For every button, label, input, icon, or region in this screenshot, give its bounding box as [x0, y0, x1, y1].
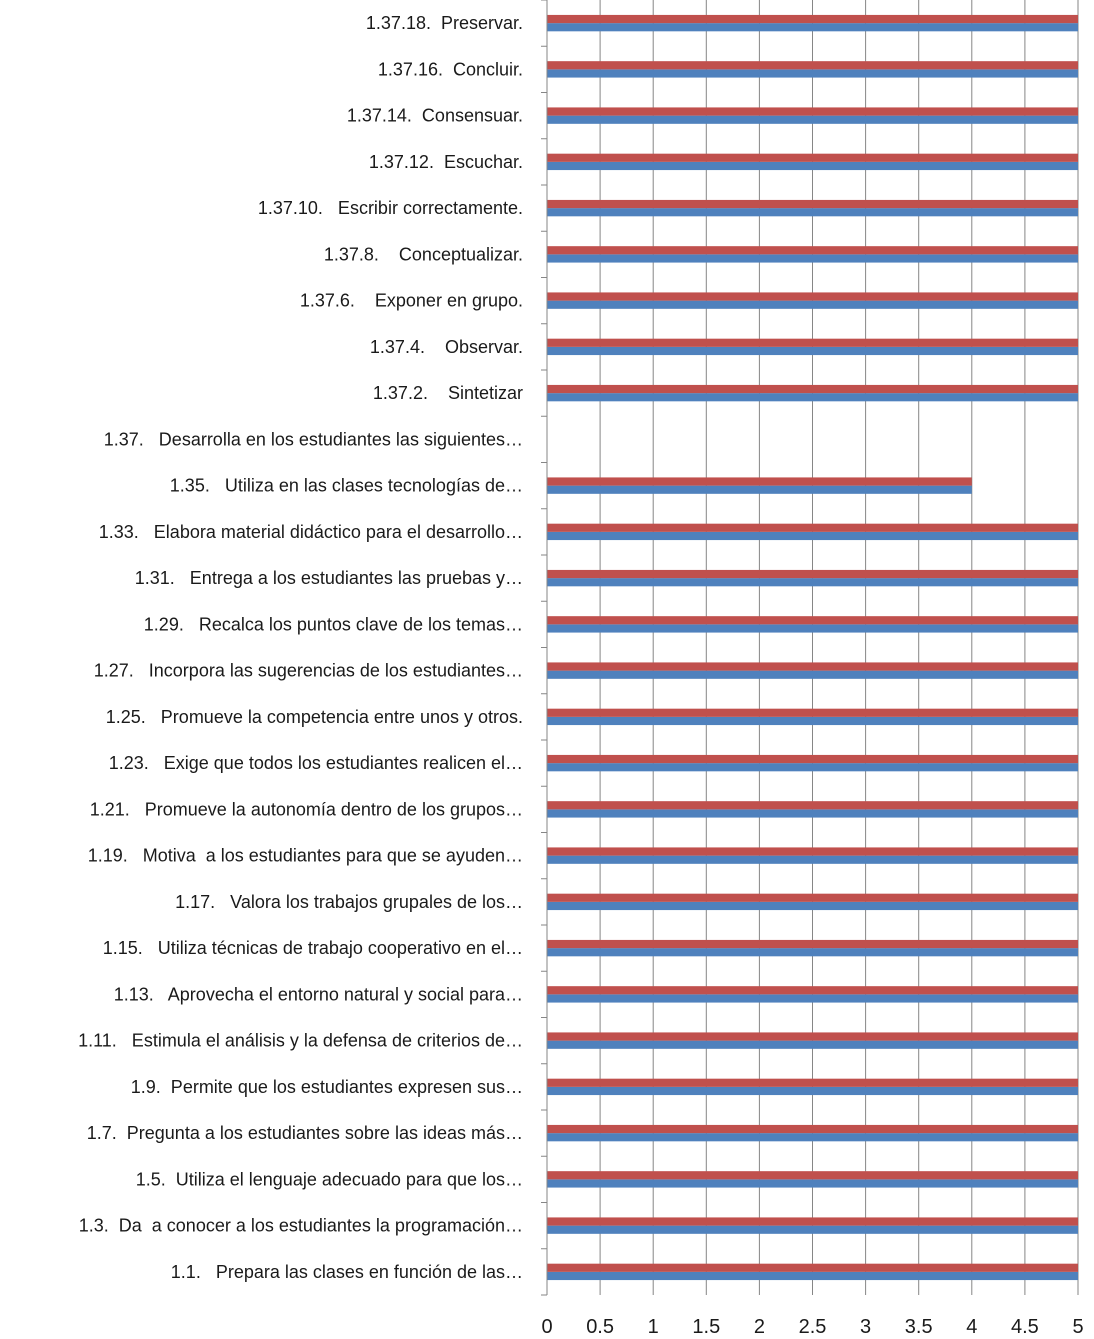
category-label: 1.3. Da a conocer a los estudiantes la p…	[79, 1216, 523, 1236]
category-label: 1.37.2. Sintetizar	[373, 383, 523, 403]
category-label: 1.29. Recalca los puntos clave de los te…	[144, 614, 523, 634]
bar-series-2	[547, 1263, 1078, 1272]
bar-series-2	[547, 708, 1078, 717]
x-tick-label: 3	[860, 1316, 871, 1338]
x-tick-label: 0	[541, 1316, 552, 1338]
category-label: 1.19. Motiva a los estudiantes para que …	[88, 846, 523, 866]
bar-series-1	[547, 69, 1078, 78]
bar-series-1	[547, 161, 1078, 171]
bar-series-2	[547, 523, 1078, 532]
category-labels: 1.1. Prepara las clases en función de la…	[78, 13, 523, 1282]
bar-series-2	[547, 153, 1078, 162]
x-tick-label: 2	[754, 1316, 765, 1338]
category-label: 1.5. Utiliza el lenguaje adecuado para q…	[136, 1169, 523, 1189]
category-label: 1.9. Permite que los estudiantes exprese…	[131, 1077, 523, 1097]
x-tick-label: 4	[966, 1316, 977, 1338]
x-tick-label: 1	[648, 1316, 659, 1338]
bar-series-1	[547, 208, 1078, 217]
bar-series-1	[547, 1271, 1078, 1281]
bar-series-1	[547, 485, 972, 494]
bar-series-2	[547, 338, 1078, 347]
category-label: 1.37.4. Observar.	[370, 337, 523, 357]
bars	[547, 14, 1078, 1281]
bar-series-2	[547, 384, 1078, 394]
bar-series-2	[547, 1124, 1078, 1134]
category-label: 1.37.14. Consensuar.	[347, 106, 523, 126]
category-label: 1.11. Estimula el análisis y la defensa …	[78, 1031, 523, 1051]
bar-series-1	[547, 716, 1078, 726]
bar-series-1	[547, 1225, 1078, 1234]
category-label: 1.37.10. Escribir correctamente.	[258, 198, 523, 218]
category-label: 1.23. Exige que todos los estudiantes re…	[109, 753, 523, 773]
bar-series-2	[547, 246, 1078, 255]
gridlines	[599, 0, 1079, 1295]
bar-series-1	[547, 254, 1078, 263]
bar-series-1	[547, 994, 1078, 1003]
bar-series-1	[547, 1086, 1078, 1096]
bar-series-2	[547, 754, 1078, 764]
bar-series-1	[547, 115, 1078, 124]
axes	[541, 0, 548, 1296]
bar-series-1	[547, 855, 1078, 864]
bar-series-2	[547, 61, 1078, 70]
bar-series-1	[547, 393, 1078, 402]
bar-series-2	[547, 107, 1078, 116]
x-tick-label: 0.5	[586, 1316, 614, 1338]
category-label: 1.31. Entrega a los estudiantes las prue…	[135, 568, 523, 588]
bar-series-2	[547, 616, 1078, 625]
category-label: 1.1. Prepara las clases en función de la…	[171, 1262, 523, 1282]
bar-series-2	[547, 662, 1078, 671]
bar-series-2	[547, 569, 1078, 579]
category-label: 1.37. Desarrolla en los estudiantes las …	[104, 429, 523, 449]
bar-series-2	[547, 847, 1078, 856]
bar-series-2	[547, 1171, 1078, 1180]
category-label: 1.35. Utiliza en las clases tecnologías …	[170, 476, 523, 496]
category-label: 1.13. Aprovecha el entorno natural y soc…	[114, 984, 523, 1004]
x-tick-label: 5	[1072, 1316, 1083, 1338]
bar-series-1	[547, 1133, 1078, 1142]
bar-series-1	[547, 1040, 1078, 1049]
bar-series-1	[547, 948, 1078, 957]
bar-series-2	[547, 986, 1078, 995]
bar-series-1	[547, 901, 1078, 911]
bar-series-2	[547, 199, 1078, 209]
bar-series-2	[547, 801, 1078, 810]
x-tick-label: 2.5	[799, 1316, 827, 1338]
bar-series-2	[547, 292, 1078, 301]
bar-series-1	[547, 809, 1078, 818]
category-label: 1.17. Valora los trabajos grupales de lo…	[175, 892, 523, 912]
category-label: 1.15. Utiliza técnicas de trabajo cooper…	[103, 938, 523, 958]
bar-series-1	[547, 300, 1078, 309]
bar-series-2	[547, 477, 972, 486]
x-tick-label: 1.5	[692, 1316, 720, 1338]
x-tick-labels: 0 0.5 1 1.5 2 2.5 3 3.5 4 4.5 5	[541, 1316, 1083, 1338]
category-label: 1.21. Promueve la autonomía dentro de lo…	[90, 799, 523, 819]
bar-series-1	[547, 23, 1078, 32]
category-label: 1.27. Incorpora las sugerencias de los e…	[94, 661, 523, 681]
bar-series-2	[547, 1217, 1078, 1226]
x-tick-label: 3.5	[905, 1316, 933, 1338]
bar-series-2	[547, 1078, 1078, 1087]
bar-series-1	[547, 624, 1078, 633]
category-label: 1.37.16. Concluir.	[378, 59, 523, 79]
bar-series-2	[547, 1032, 1078, 1041]
category-label: 1.37.8. Conceptualizar.	[324, 244, 523, 264]
category-label: 1.25. Promueve la competencia entre unos…	[106, 707, 523, 727]
bar-series-1	[547, 1179, 1078, 1188]
bar-series-1	[547, 763, 1078, 772]
bar-series-2	[547, 14, 1078, 24]
category-label: 1.37.12. Escuchar.	[369, 152, 523, 172]
bar-series-1	[547, 670, 1078, 679]
bar-series-2	[547, 939, 1078, 949]
x-tick-label: 4.5	[1011, 1316, 1039, 1338]
category-label: 1.33. Elabora material didáctico para el…	[99, 522, 523, 542]
category-label: 1.7. Pregunta a los estudiantes sobre la…	[87, 1123, 523, 1143]
bar-series-1	[547, 346, 1078, 356]
category-label: 1.37.6. Exponer en grupo.	[300, 291, 523, 311]
category-label: 1.37.18. Preservar.	[366, 13, 523, 33]
bar-series-1	[547, 578, 1078, 587]
bar-series-1	[547, 531, 1078, 541]
bar-series-2	[547, 893, 1078, 902]
